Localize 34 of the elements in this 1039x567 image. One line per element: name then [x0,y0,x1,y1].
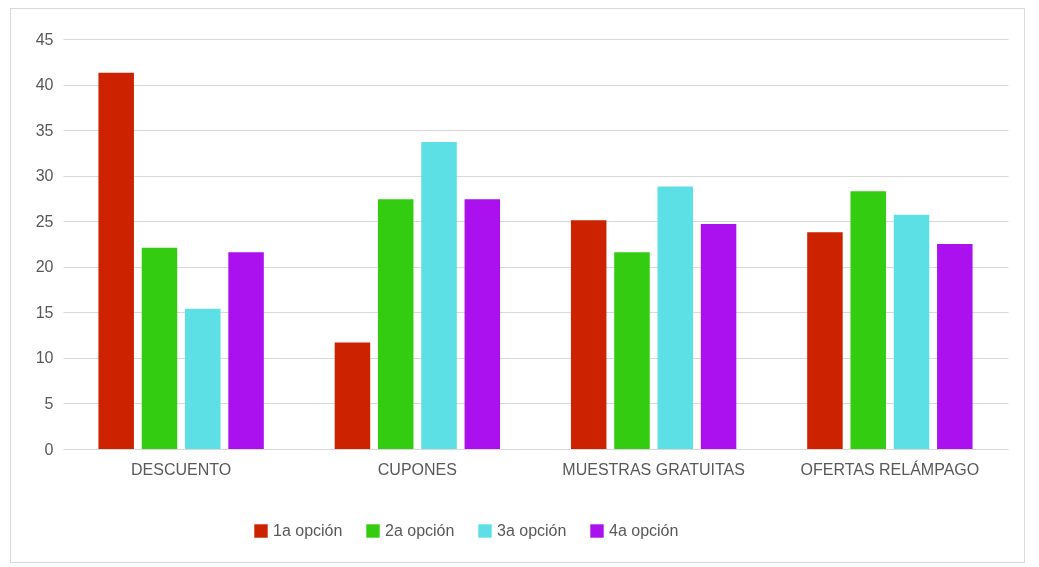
bar [657,186,694,449]
bar [893,214,930,449]
bar [570,220,607,449]
x-tick-label: CUPONES [377,460,457,478]
bar [464,199,501,449]
y-tick-label: 15 [35,303,54,321]
bar [228,252,264,449]
x-tick-label: MUESTRAS GRATUITAS [562,460,745,478]
bar [421,141,457,449]
bar [185,308,221,449]
bar [98,72,134,449]
y-tick-label: 5 [44,394,54,412]
bar [937,244,973,449]
bar [614,252,650,449]
y-tick-label: 35 [35,121,54,139]
y-tick-label: 20 [35,258,54,276]
y-tick-label: 0 [44,440,54,458]
legend-label: 1a opción [273,522,343,539]
legend-label: 3a opción [497,522,567,539]
legend-label: 2a opción [385,522,455,539]
bar [334,342,371,449]
bar [850,191,886,449]
y-tick-label: 10 [35,349,54,367]
x-tick-label: OFERTAS RELÁMPAGO [800,459,980,478]
y-tick-label: 25 [35,212,54,230]
bar [700,223,737,449]
y-tick-label: 30 [35,167,54,185]
y-tick-label: 40 [35,76,54,94]
bar [807,232,843,449]
y-tick-label: 45 [35,30,54,48]
bar [141,247,178,449]
bar [377,199,414,449]
x-tick-label: DESCUENTO [131,460,232,478]
legend-label: 4a opción [609,522,679,539]
